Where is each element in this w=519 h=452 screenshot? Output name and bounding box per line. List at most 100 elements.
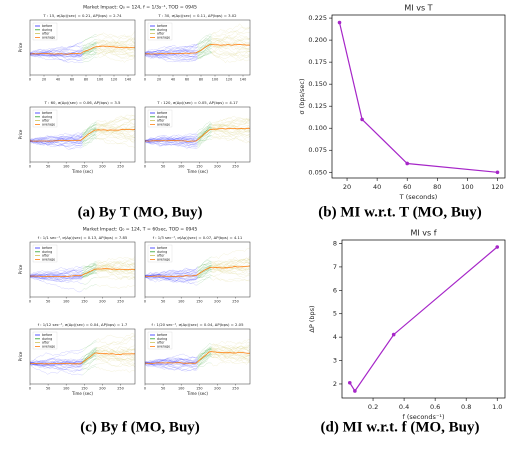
sample-path [96,352,135,361]
sample-path [145,361,198,368]
sample-path [30,140,83,147]
sample-path [82,52,97,58]
sample-path [197,348,212,362]
x-axis-label: Time (sec) [71,391,93,396]
sample-path [82,50,97,54]
x-tick-label: 100 [212,78,218,82]
sample-path [96,135,135,140]
sample-path [30,267,83,275]
sample-path [82,122,97,134]
sample-path [211,43,250,51]
sample-path [211,353,250,361]
x-tick-label: 80 [199,78,203,82]
sample-path [211,259,250,268]
sample-path [197,353,212,365]
x-tick-label: 0.4 [399,403,409,411]
sample-path [211,131,250,138]
sample-path [145,53,198,58]
sample-path [211,50,250,57]
sample-path [211,128,250,144]
sample-path [30,136,83,144]
sample-path [96,267,135,280]
y-axis-label: Price [18,264,23,274]
sample-path [211,339,250,351]
sample-path [211,119,250,133]
sample-path [197,346,212,357]
average-path [30,352,135,365]
legend-label: after [157,254,165,258]
sample-path [197,347,212,360]
sample-path [211,259,250,264]
sample-path [197,127,212,136]
sample-path [211,358,250,367]
sample-path [82,355,97,365]
x-tick-label: 100 [178,387,184,391]
sample-path [82,48,97,57]
sample-path [211,349,250,357]
sample-path [145,51,198,57]
sample-path [82,365,97,371]
sample-path [197,269,212,278]
sample-path [96,366,135,373]
sample-path [211,52,250,64]
y-tick-label: 0.075 [308,146,327,154]
x-tick-label: 140 [125,78,131,82]
sample-path [145,276,198,283]
sample-path [211,117,250,131]
sample-path [82,347,97,360]
sample-path [211,37,250,44]
sample-path [197,130,212,141]
sample-path [197,38,212,45]
x-tick-label: 0.6 [430,403,440,411]
sample-path [96,348,135,355]
sample-path [82,131,97,144]
sample-path [30,53,83,63]
sample-path [96,284,135,289]
sample-path [211,354,250,360]
sample-path [197,262,212,272]
sample-path [30,361,83,371]
panel-frame [29,106,136,163]
y-tick-label: 5 [333,310,337,318]
average-path [30,45,135,55]
sample-path [211,126,250,136]
sample-path [145,275,198,280]
x-tick-label: 250 [232,300,238,304]
sample-paths [30,256,135,293]
sample-path [82,43,97,52]
sample-path [197,261,212,267]
sample-path [197,269,212,279]
legend-label: before [157,111,167,115]
sample-path [82,124,97,135]
sample-path [96,40,135,46]
sample-path [30,44,83,54]
sample-path [30,276,83,282]
x-tick-label: 150 [196,387,202,391]
sample-path [96,46,135,58]
sample-path [211,272,250,278]
x-tick-label: 250 [232,165,238,169]
x-tick-label: 150 [81,165,87,169]
sample-path [82,271,97,275]
sample-path [96,124,135,131]
sample-path [211,348,250,355]
sample-path [197,267,212,277]
figure-title: Market Impact: Q₀ = 124, T = 60sec, TOD … [83,227,198,233]
sample-path [96,123,135,131]
x-tick-label: 100 [178,300,184,304]
sample-path [82,264,97,271]
sample-path [145,44,198,53]
sample-path [96,346,135,359]
x-tick-label: 40 [373,183,381,191]
sample-path [30,136,83,142]
sample-path [30,357,83,366]
sample-path [211,269,250,274]
sample-path [211,344,250,352]
x-tick-label: 120 [111,78,117,82]
panel-title: T : 30, σ(Δp)(sec) = 0.11, ΔP(bps) = 3.0… [157,13,237,18]
sample-path [145,140,198,146]
sample-path [211,257,250,269]
sample-path [211,345,250,351]
panel-frame [144,241,251,298]
